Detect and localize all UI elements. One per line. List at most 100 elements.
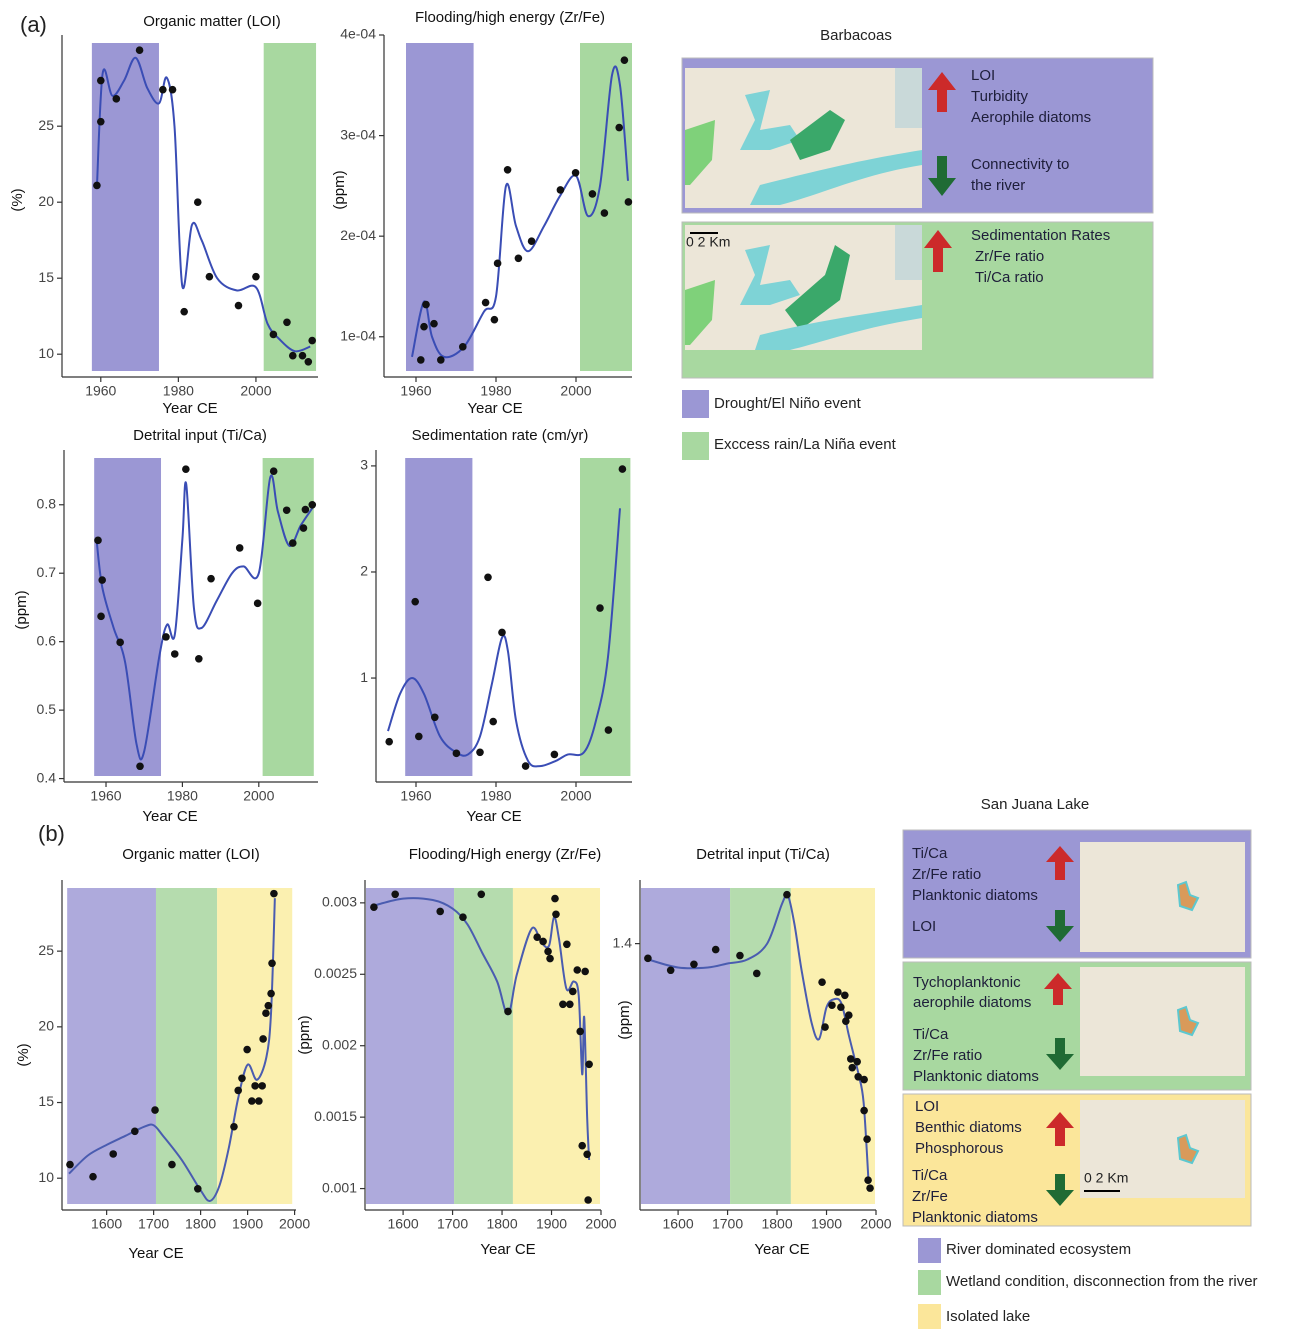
y-tick-label: 10 [38,345,54,361]
data-point [615,124,623,132]
y-tick-label: 10 [38,1169,54,1185]
data-point [539,938,547,946]
data-point [230,1123,238,1131]
panel-label: (b) [38,821,65,846]
period-band [156,888,217,1204]
data-point [206,273,214,281]
data-point [289,539,297,547]
x-tick-label: 1980 [480,383,511,399]
data-point [491,316,499,324]
legend-label: Drought/El Niño event [714,395,862,412]
data-point [559,1000,567,1008]
indicator: Zr/Fe ratio [912,866,981,883]
data-point [504,1008,512,1016]
data-point [259,1035,267,1043]
indicator: Planktonic diatoms [912,887,1038,904]
x-tick-label: 2000 [860,1216,891,1232]
period-band [580,43,632,371]
data-point [853,1058,861,1066]
data-point [89,1173,97,1181]
data-point [300,524,308,532]
data-point [168,1161,176,1169]
legend-label: Isolated lake [946,1308,1030,1325]
data-point [841,992,849,1000]
y-tick-label: 15 [38,1093,54,1109]
x-axis-label: Year CE [128,1245,183,1262]
x-tick-label: 1800 [486,1216,517,1232]
data-point [97,613,105,621]
indicator: Planktonic diatoms [912,1209,1038,1226]
x-tick-label: 2000 [243,788,274,804]
y-axis-label: (ppm) [331,170,348,209]
scale-label: 0 2 Km [1084,1170,1128,1186]
x-tick-label: 1700 [138,1216,169,1232]
x-tick-label: 1600 [388,1216,419,1232]
data-point [528,237,536,245]
data-point [482,299,490,307]
data-point [601,209,609,217]
data-point [98,576,106,584]
data-point [848,1064,856,1072]
legend-label: River dominated ecosystem [946,1241,1131,1258]
indicator: Planktonic diatoms [913,1068,1039,1085]
indicator: Zr/Fe ratio [975,248,1044,265]
y-axis-label: (ppm) [616,1000,633,1039]
data-point [596,604,604,612]
data-point [837,1003,845,1011]
x-tick-label: 1600 [663,1216,694,1232]
data-point [171,650,179,658]
data-point [268,959,276,967]
data-point [712,946,720,954]
data-point [248,1097,256,1105]
data-point [109,1150,117,1158]
data-point [494,260,502,268]
y-tick-label: 0.002 [322,1036,357,1052]
data-point [546,955,554,963]
y-tick-label: 0.5 [37,701,57,717]
data-point [845,1011,853,1019]
y-tick-label: 1e-04 [340,327,376,343]
x-axis-label: Year CE [480,1241,535,1258]
data-point [385,738,393,746]
data-point [113,95,121,103]
x-tick-label: 1900 [232,1216,263,1232]
data-point [97,77,105,85]
legend-swatch [682,390,709,418]
data-point [834,988,842,996]
data-point [66,1161,74,1169]
indicator: Ti/Ca [912,845,948,862]
data-point [194,198,202,206]
chart-title: Detrital input (Ti/Ca) [133,427,267,444]
y-tick-label: 0.003 [322,894,357,910]
data-point [162,633,170,641]
data-point [299,352,307,360]
scale-label: 0 2 Km [686,234,730,250]
y-tick-label: 20 [38,193,54,209]
indicator: Phosphorous [915,1140,1003,1157]
y-tick-label: 2 [360,563,368,579]
data-point [860,1076,868,1084]
data-point [97,118,105,126]
data-point [305,358,313,366]
y-axis-label: (ppm) [296,1015,313,1054]
data-point [422,301,430,309]
data-point [566,1000,574,1008]
data-point [308,337,316,345]
data-point [866,1184,874,1192]
data-point [621,56,629,64]
data-point [625,198,633,206]
y-tick-label: 1.4 [613,934,633,950]
data-point [864,1176,872,1184]
data-point [644,955,652,963]
data-point [370,903,378,911]
data-point [828,1001,836,1009]
data-point [459,343,467,351]
data-point [573,966,581,974]
x-tick-label: 1960 [90,788,121,804]
indicator: Ti/Ca [913,1026,949,1043]
panel-title: San Juana Lake [981,796,1089,813]
data-point [136,762,144,770]
data-point [667,966,675,974]
period-band [454,888,513,1204]
period-band [217,888,292,1204]
